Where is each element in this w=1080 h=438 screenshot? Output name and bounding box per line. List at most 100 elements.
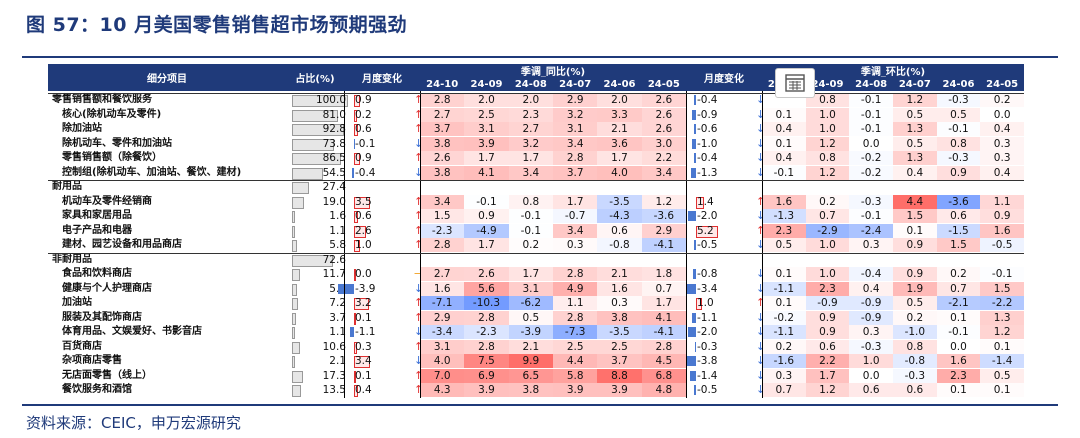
header-mom-month: 24-09 [805, 77, 850, 91]
yoy-cell: 0.9 [464, 209, 509, 223]
mom-value: -1.1 [697, 311, 718, 324]
mom-month-cell: -0.1 [936, 325, 981, 339]
yoy-cell: 0.3 [553, 238, 598, 252]
mom-month-cell: 0.9 [893, 238, 937, 252]
share-value: 17.3 [322, 369, 346, 382]
header-yoy-month: 24-09 [464, 77, 509, 91]
yoy-cell: 4.0 [597, 165, 642, 180]
mom-month-cell [937, 253, 981, 267]
yoy-cell: 2.9 [420, 310, 465, 325]
table-row: 除加油站 92.8 0.6 ↑ -0.6 ↓ 3.7 3.1 2.7 3.1 2.1 2.6 0.4 1.… [48, 122, 1024, 136]
yoy-cell: 3.9 [553, 383, 598, 397]
retail-table: 细分项目 占比(%) 月度变化 季调_同比(%) 月度变化 季调_环比(%) 2… [48, 64, 1024, 400]
yoy-cell: -3.9 [508, 325, 553, 339]
mom-month-cell: -0.4 [849, 267, 893, 281]
mom-value: 0.0 [355, 268, 372, 280]
mom-value: -1.1 [355, 326, 376, 338]
mom-month-cell: -0.1 [849, 209, 893, 223]
yoy-cell: 2.5 [464, 107, 509, 122]
yoy-cell: 2.8 [641, 339, 686, 354]
yoy-cell [509, 253, 553, 267]
share-value: 13.5 [322, 384, 346, 396]
yoy-cell: 3.1 [464, 122, 509, 136]
mom-month-cell: -0.1 [849, 122, 893, 136]
mom-value: 1.4 [697, 195, 714, 208]
mom-value: -0.4 [697, 152, 718, 164]
share-bar [292, 109, 338, 122]
table-view-button[interactable] [775, 68, 815, 98]
mom-month-cell: 0.9 [936, 165, 981, 180]
mom-month-cell: 0.1 [936, 383, 981, 397]
share-value: 3.7 [329, 311, 346, 324]
mom-month-cell: 0.8 [805, 151, 850, 165]
row-label: 服装及其配饰商店 [62, 311, 142, 323]
table-row: 杂项商店零售 2.1 3.4 ↓ -3.8 ↓ 4.0 7.5 9.9 4.4 3.7 4.5 -1.6… [48, 354, 1024, 368]
mom-month-cell: 1.0 [805, 122, 850, 136]
mom-month-cell: 1.2 [893, 93, 937, 107]
arrow-up-icon: ↑ [414, 223, 424, 237]
mom-month-cell: 2.3 [805, 281, 850, 296]
yoy-cell: 3.3 [597, 107, 642, 122]
yoy-cell: 2.2 [641, 151, 686, 165]
arrow-up-icon: ↑ [414, 339, 424, 353]
mom-bar [354, 298, 369, 310]
row-label: 家具和家居用品 [62, 210, 132, 221]
yoy-cell: -6.2 [508, 296, 553, 310]
share-bar [292, 196, 305, 209]
mom-month-cell: 1.0 [805, 107, 850, 122]
yoy-cell: 1.7 [464, 238, 509, 252]
mom-bar [349, 327, 354, 337]
mom-month-cell: 0.1 [980, 339, 1024, 354]
arrow-down-icon: ↓ [756, 165, 766, 179]
arrow-up-icon: ↑ [414, 310, 424, 324]
mom-month-cell: -0.2 [849, 165, 893, 180]
mom-month-cell: 0.3 [762, 368, 806, 383]
mom-bar [696, 196, 704, 209]
share-bar [292, 167, 324, 180]
arrow-down-icon: ↓ [756, 354, 766, 367]
mom-value: -0.5 [697, 384, 718, 396]
row-label: 非耐用品 [52, 253, 92, 265]
mom-value: -0.8 [697, 268, 718, 280]
mom-value: 3.5 [355, 195, 372, 208]
arrow-down-icon: ↓ [756, 136, 766, 150]
mom-month-cell: 1.2 [805, 165, 850, 180]
row-label: 零售销售额和餐饮服务 [52, 94, 152, 105]
yoy-cell: 2.9 [553, 93, 598, 107]
table-row: 健康与个人护理商店5.3-3.9↓-3.4↓1.65.63.14.91.60.7… [48, 281, 1024, 296]
yoy-cell: 1.7 [508, 151, 553, 165]
mom-month-cell: 0.1 [980, 383, 1024, 397]
arrow-up-icon: ↑ [414, 122, 424, 135]
yoy-cell: 2.0 [508, 93, 553, 107]
mom-month-cell: 0.3 [980, 151, 1024, 165]
mom-bar [690, 370, 696, 381]
yoy-cell: 0.6 [597, 223, 642, 238]
mom-month-cell: -2.9 [805, 223, 850, 238]
arrow-down-icon: ↓ [756, 107, 766, 121]
arrow-down-icon: ↓ [414, 165, 424, 179]
mom-bar [692, 138, 696, 149]
mom-value: -3.8 [697, 355, 718, 367]
mom-month-cell: -1.1 [762, 281, 806, 296]
mom-month-cell: -0.3 [936, 151, 981, 165]
row-label: 加油站 [62, 297, 92, 308]
mom-bar [354, 124, 359, 136]
yoy-cell: -0.1 [508, 209, 553, 223]
mom-month-cell: 1.3 [893, 151, 937, 165]
share-bar [292, 356, 296, 368]
share-bar [292, 283, 297, 296]
table-row: 零售销售额（除餐饮） 86.5 0.9 ↑ -0.4 ↓ 2.6 1.7 1.7 2.8 1.7 2.… [48, 151, 1024, 165]
share-bar [292, 370, 304, 383]
mom-month-cell: -0.5 [980, 238, 1024, 252]
mom-month-cell: 1.9 [893, 281, 937, 296]
column-divider [762, 91, 763, 398]
mom-bar [354, 341, 358, 354]
arrow-up-icon: ↑ [756, 223, 766, 237]
yoy-cell: 4.9 [553, 281, 598, 296]
mom-value: 5.2 [697, 224, 714, 237]
mom-month-cell: -0.3 [893, 368, 937, 383]
mom-month-cell: 1.5 [980, 281, 1024, 296]
mom-month-cell: 1.7 [805, 368, 850, 383]
yoy-cell: 1.7 [641, 296, 686, 310]
share-bar [292, 182, 309, 194]
